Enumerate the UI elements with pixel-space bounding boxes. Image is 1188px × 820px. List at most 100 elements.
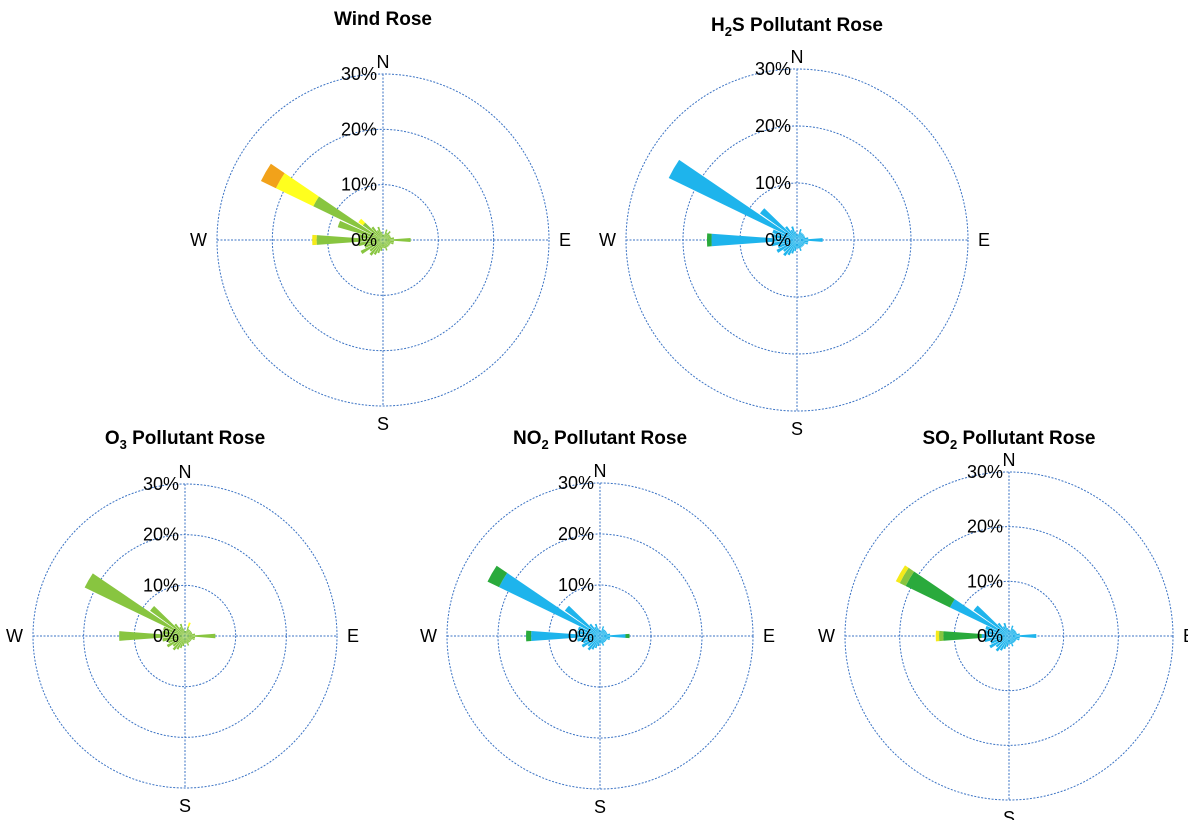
sector-bar [377, 240, 383, 254]
ring-tick-label: 20% [558, 524, 594, 544]
direction-label-e: E [763, 626, 775, 646]
ring-tick-label: 10% [967, 571, 1003, 591]
sector-bar [1009, 631, 1017, 636]
direction-label-n: N [791, 47, 804, 67]
ring-tick-label: 20% [143, 525, 179, 545]
chart-title: NO2 Pollutant Rose [513, 428, 687, 452]
sector-bar [796, 240, 798, 249]
direction-label-w: W [6, 626, 23, 646]
sector-bar [531, 630, 600, 642]
chart-title: O3 Pollutant Rose [105, 428, 265, 452]
ring-tick-label: 0% [568, 626, 594, 646]
sector-bar [600, 636, 610, 641]
sector-bar [383, 240, 389, 247]
sector-bar [360, 240, 383, 254]
sector-bar [783, 240, 797, 252]
sector-bar [797, 240, 805, 245]
sector-bar [1003, 636, 1009, 650]
sector-bar [797, 229, 802, 240]
sector-bar [600, 629, 606, 636]
sector-bar [185, 636, 190, 646]
sector-bar [179, 623, 185, 636]
sector-bar [1008, 636, 1010, 645]
sector-bar [383, 240, 386, 249]
sector-bar [594, 636, 600, 649]
direction-label-n: N [1003, 450, 1016, 470]
sector-bar [591, 636, 600, 650]
sector-bar [260, 163, 285, 189]
sector-bar [1002, 626, 1009, 636]
sector-bar [797, 240, 808, 245]
sector-bar [989, 636, 1009, 649]
sector-bar [797, 240, 800, 249]
sector-bars [84, 573, 216, 651]
sector-bar [167, 636, 185, 644]
ring-tick-label: 10% [755, 173, 791, 193]
rose-chart-4: SO2 Pollutant Rose 0% 10% 20% 30%N E S W [818, 428, 1188, 820]
sector-bar [1006, 627, 1009, 636]
sector-bar [383, 232, 388, 240]
sector-bar [771, 240, 797, 247]
sector-bar [364, 240, 383, 248]
sector-bar [185, 633, 216, 639]
direction-label-e: E [347, 626, 359, 646]
sector-bar [526, 630, 532, 642]
sector-bar [174, 623, 185, 636]
sector-bar [1009, 636, 1017, 641]
sector-bar [369, 240, 383, 252]
sector-bar [600, 634, 626, 638]
direction-label-s: S [594, 797, 606, 817]
direction-label-s: S [1003, 808, 1015, 820]
sector-bar [1006, 636, 1009, 647]
direction-label-n: N [377, 52, 390, 72]
sector-bar [797, 237, 809, 240]
sector-bar [797, 238, 823, 242]
sector-bar [797, 236, 806, 240]
direction-label-s: S [179, 796, 191, 816]
sector-bar [185, 633, 196, 636]
ring-tick-label: 10% [558, 575, 594, 595]
sector-bar [358, 233, 383, 240]
sector-bar [797, 235, 805, 240]
sector-bar [797, 234, 804, 240]
sector-bar [790, 229, 797, 240]
sector-bar [1009, 636, 1014, 647]
sector-bar [312, 234, 317, 246]
sector-bar [600, 629, 605, 636]
sector-bar [172, 636, 185, 651]
sector-bar [1009, 628, 1014, 636]
sector-bar [777, 240, 797, 249]
sector-bar [599, 630, 601, 636]
sector-bar [760, 208, 797, 240]
sector-bar [185, 636, 195, 641]
sector-bar [943, 631, 982, 641]
ring-tick-label: 10% [143, 575, 179, 595]
sector-bar [358, 240, 383, 247]
sector-bar [587, 636, 600, 647]
sector-bar [600, 636, 607, 642]
sector-bar [668, 159, 797, 240]
sector-bar [589, 623, 600, 636]
sector-bar [1009, 636, 1012, 645]
sector-bar [383, 236, 391, 240]
rose-chart-2: O3 Pollutant Rose 0% 10% 20% 30%N E S W [6, 428, 359, 816]
sector-bar [1009, 636, 1014, 644]
sector-bar [797, 233, 803, 240]
sector-bar [383, 237, 411, 243]
sector-bar [594, 626, 600, 636]
sector-bar [185, 631, 192, 636]
direction-label-n: N [594, 461, 607, 481]
rose-chart-1: H2S Pollutant Rose 0% 10% 20% 30%N E S W [599, 15, 990, 439]
sector-bar [377, 226, 383, 240]
sector-bar [373, 240, 383, 255]
sector-bar [383, 237, 395, 240]
ring-tick-label: 20% [755, 116, 791, 136]
sector-bar [185, 636, 192, 641]
sector-bar [185, 629, 191, 636]
direction-label-e: E [978, 230, 990, 250]
ring-tick-label: 30% [341, 64, 377, 84]
sector-bar [1009, 636, 1020, 639]
sector-bar [185, 636, 196, 639]
sector-bar [935, 630, 940, 642]
